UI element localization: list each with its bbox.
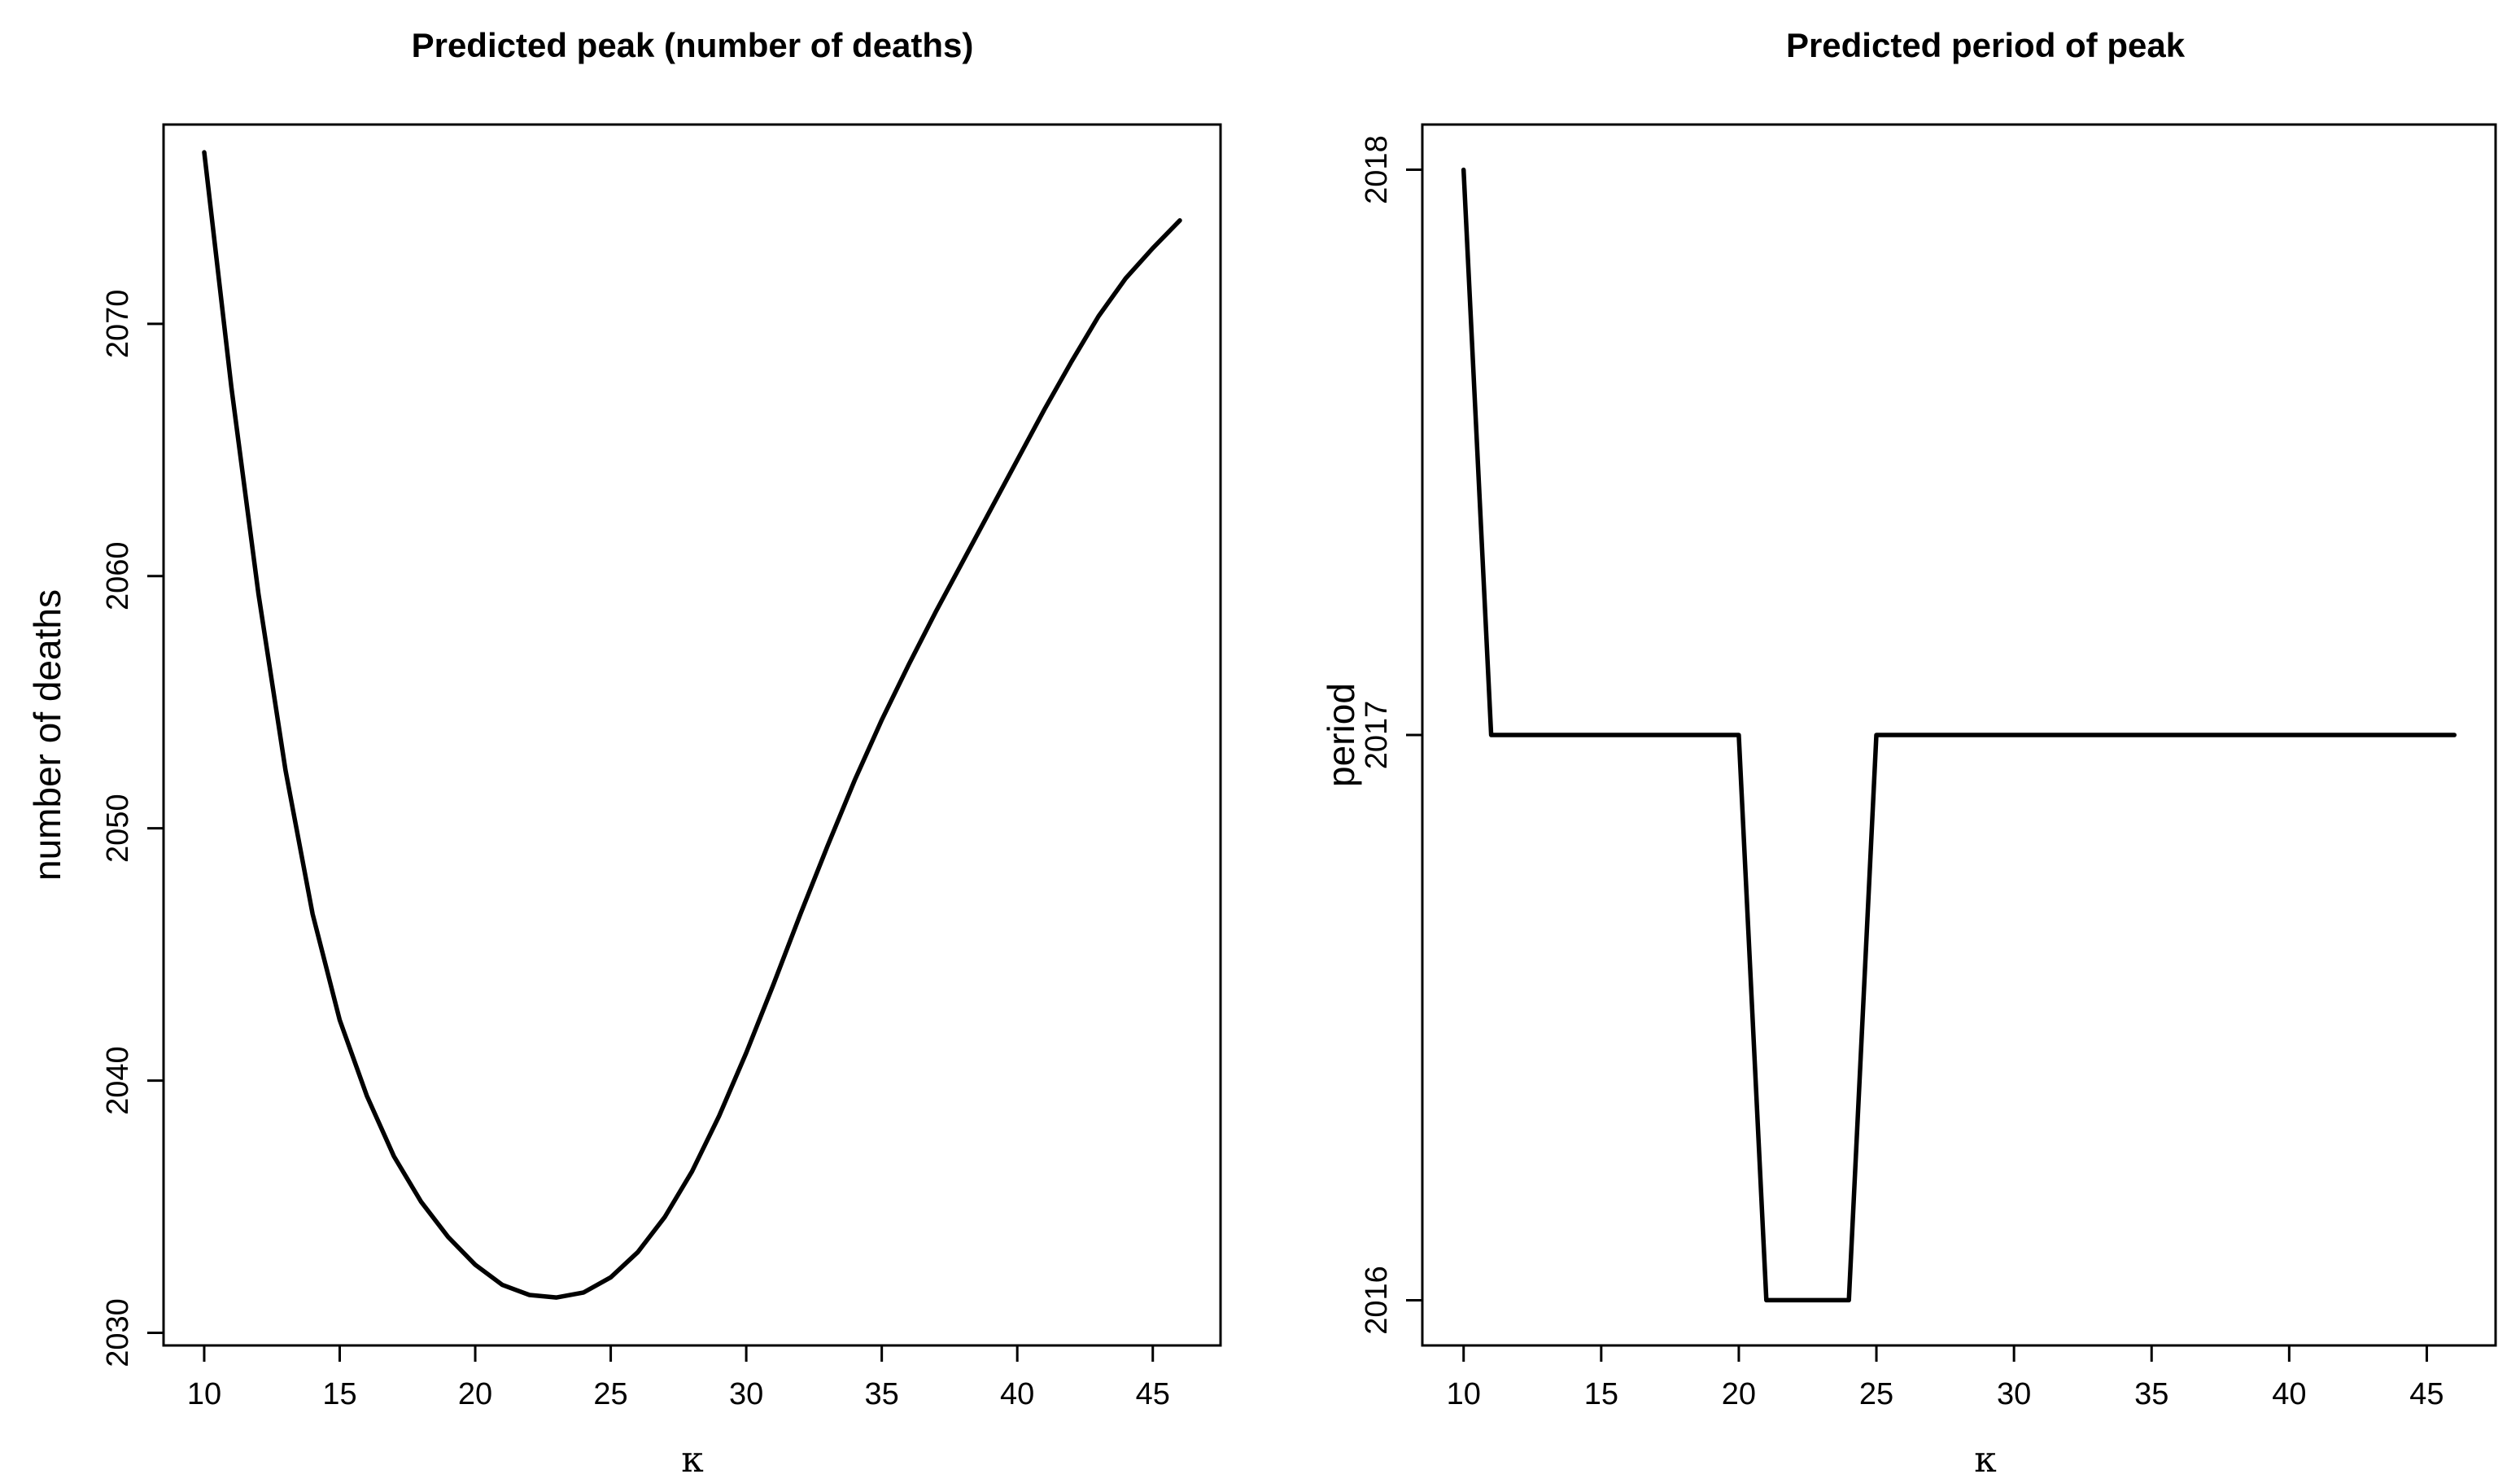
- peak-deaths-chart: Predicted peak (number of deaths) 10 15 20…: [26, 26, 1222, 1481]
- y-axis: 2030 2040 2050 2060 2070: [101, 290, 165, 1367]
- x-tick-label: 45: [2409, 1377, 2444, 1411]
- y-tick-label: 2016: [1360, 1266, 1394, 1335]
- x-tick-label: 25: [1859, 1377, 1893, 1411]
- x-tick-label: 30: [729, 1377, 763, 1411]
- x-tick-label: 25: [593, 1377, 627, 1411]
- x-tick-label: 20: [458, 1377, 492, 1411]
- y-tick-label: 2030: [101, 1298, 135, 1367]
- chart-title: Predicted period of peak: [1786, 26, 2186, 64]
- x-tick-label: 15: [322, 1377, 356, 1411]
- x-axis: 10 15 20 25 30 35 40 45: [187, 1344, 1170, 1411]
- series-line: [1461, 167, 2457, 1303]
- x-tick-label: 20: [1722, 1377, 1756, 1411]
- series-line: [202, 150, 1182, 1300]
- x-tick-label: 40: [2272, 1377, 2306, 1411]
- x-tick-label: 10: [1447, 1377, 1481, 1411]
- y-tick-label: 2017: [1360, 701, 1394, 770]
- x-tick-label: 35: [2134, 1377, 2168, 1411]
- y-tick-label: 2050: [101, 794, 135, 863]
- plot-frame: [162, 123, 1222, 1347]
- y-tick-label: 2070: [101, 290, 135, 359]
- x-axis-label: κ: [1974, 1439, 1997, 1481]
- x-tick-label: 15: [1584, 1377, 1618, 1411]
- x-axis-label: κ: [681, 1439, 704, 1481]
- y-axis: 2016 2017 2018: [1360, 135, 1424, 1335]
- peak-period-chart: Predicted period of peak 10 15 20 25 30 35 40 4…: [1320, 26, 2497, 1481]
- y-tick-label: 2018: [1360, 135, 1394, 204]
- x-tick-label: 10: [187, 1377, 221, 1411]
- x-axis: 10 15 20 25 30 35 40 45: [1447, 1344, 2444, 1411]
- y-tick-label: 2060: [101, 541, 135, 610]
- x-tick-label: 30: [1997, 1377, 2031, 1411]
- x-tick-label: 40: [1000, 1377, 1034, 1411]
- y-axis-label: number of deaths: [26, 589, 68, 881]
- y-axis-label: period: [1320, 683, 1362, 787]
- y-tick-label: 2040: [101, 1046, 135, 1115]
- x-tick-label: 35: [865, 1377, 899, 1411]
- x-tick-label: 45: [1136, 1377, 1170, 1411]
- chart-title: Predicted peak (number of deaths): [412, 26, 974, 64]
